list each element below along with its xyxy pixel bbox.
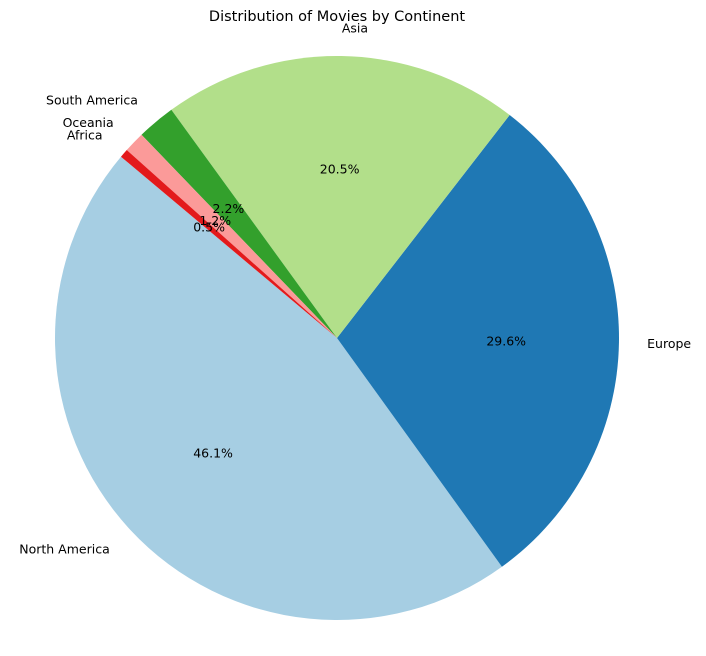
percentage-label-south-america: 2.2% <box>213 201 245 216</box>
category-label-oceania: Oceania <box>63 115 114 130</box>
pie-slice-oceania <box>126 134 337 338</box>
category-label-asia: Asia <box>342 20 368 35</box>
category-label-africa: Africa <box>67 127 103 142</box>
category-labels: North America Europe Asia South America Ocea… <box>19 20 691 556</box>
pie-slice-europe <box>337 115 620 567</box>
category-label-europe: Europe <box>647 336 691 351</box>
pie-slice-africa <box>120 150 337 338</box>
percentage-label-asia: 20.5% <box>320 161 360 176</box>
pie-slice-asia <box>171 55 510 339</box>
pie-slice-north-america <box>54 156 502 621</box>
chart-title: Distribution of Movies by Continent <box>209 9 465 25</box>
percentage-label-north-america: 46.1% <box>193 446 233 461</box>
percentage-label-europe: 29.6% <box>486 333 526 348</box>
category-label-north-america: North America <box>19 542 110 557</box>
slices-layer <box>54 55 620 621</box>
percentage-label-africa: 0.5% <box>193 220 225 235</box>
pie-slice-south-america <box>141 109 337 338</box>
category-label-south-america: South America <box>46 93 138 108</box>
percentage-label-oceania: 1.2% <box>199 213 231 228</box>
percentage-labels: 46.1% 29.6% 20.5% 2.2%1.2%0.5% <box>193 161 526 460</box>
